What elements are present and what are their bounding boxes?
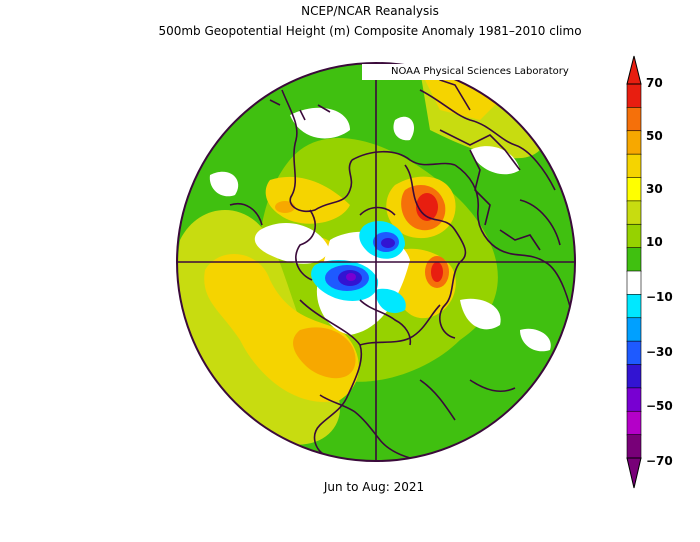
- colorbar-label: 30: [646, 182, 663, 196]
- colorbar-swatch: [626, 317, 642, 342]
- colorbar-swatch: [626, 434, 642, 459]
- credit-label: NOAA Physical Sciences Laboratory: [362, 64, 572, 80]
- colorbar-swatch: [626, 177, 642, 202]
- colorbar-swatch: [626, 387, 642, 413]
- colorbar-label: 10: [646, 235, 663, 249]
- colorbar-label: −50: [646, 399, 673, 413]
- period-label: Jun to Aug: 2021: [323, 480, 425, 494]
- colorbar-label: 70: [646, 76, 663, 90]
- colorbar-swatches: [626, 83, 642, 459]
- colorbar-swatch: [626, 153, 642, 179]
- coastlines: [229, 63, 575, 459]
- map-subtitle: 500mb Geopotential Height (m) Composite …: [158, 24, 582, 38]
- colorbar: 70 50 30 10 −10 −30 −50 −70: [626, 55, 673, 489]
- map-title: NCEP/NCAR Reanalysis: [301, 4, 439, 18]
- map-boundary: [176, 62, 576, 462]
- colorbar-swatch: [626, 247, 642, 272]
- colorbar-label: 50: [646, 129, 663, 143]
- colorbar-swatch: [626, 200, 642, 226]
- colorbar-label: −10: [646, 290, 673, 304]
- colorbar-swatch: [626, 364, 642, 389]
- colorbar-bottom-arrow: [626, 457, 642, 489]
- colorbar-swatch: [626, 83, 642, 109]
- colorbar-swatch: [626, 410, 642, 436]
- colorbar-swatch: [626, 107, 642, 132]
- colorbar-swatch: [626, 270, 642, 296]
- colorbar-top-arrow: [626, 55, 642, 85]
- colorbar-swatch: [626, 223, 642, 249]
- anomaly-field: [177, 63, 575, 461]
- colorbar-swatch: [626, 130, 642, 155]
- colorbar-label: −30: [646, 345, 673, 359]
- colorbar-swatch: [626, 340, 642, 366]
- colorbar-label: −70: [646, 454, 673, 468]
- colorbar-swatch: [626, 294, 642, 319]
